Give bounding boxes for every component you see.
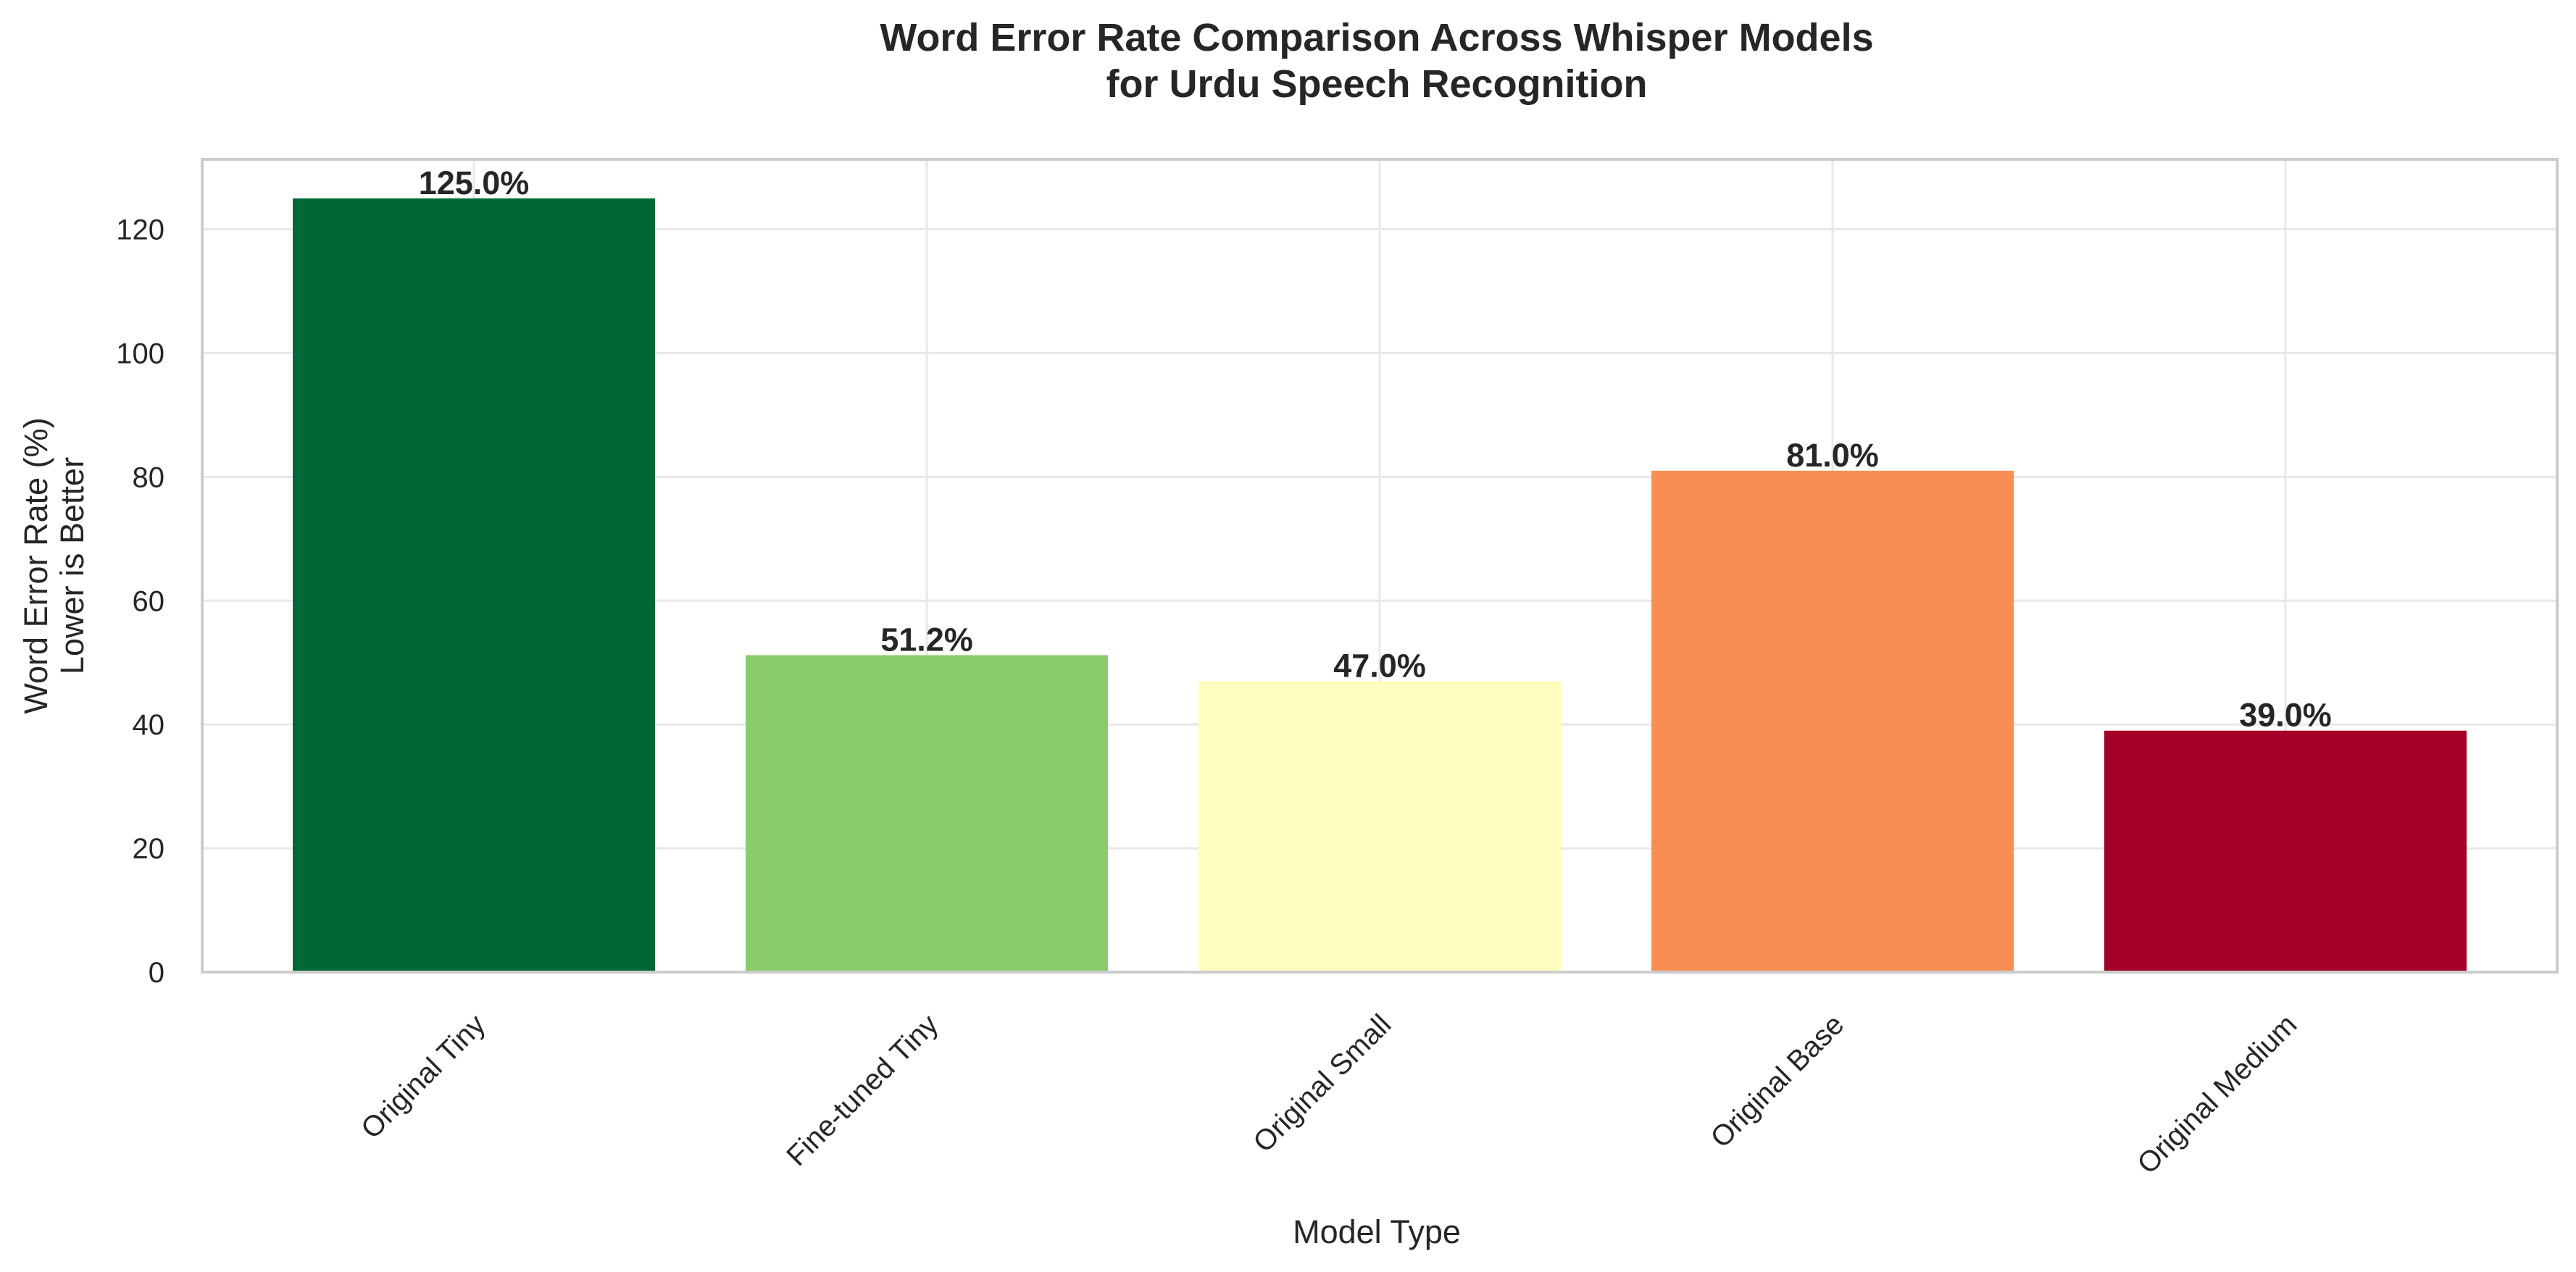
bar-original-tiny <box>293 198 655 973</box>
bar-value-label: 39.0% <box>2239 697 2332 734</box>
bar-value-label: 81.0% <box>1786 437 1879 474</box>
bar-original-base <box>1651 470 2014 972</box>
bar-value-label: 51.2% <box>880 621 973 658</box>
y-axis-label-line-2: Lower is Better <box>54 457 91 674</box>
bar-value-labels: 125.0% 51.2% 47.0% 81.0% 39.0% <box>419 164 2332 734</box>
y-tick-label: 80 <box>133 461 165 493</box>
y-tick-label: 20 <box>133 833 165 865</box>
bar-fine-tuned-tiny <box>746 655 1108 972</box>
y-tick-label: 40 <box>133 709 165 741</box>
y-tick-label: 60 <box>133 585 165 617</box>
y-tick-label: 120 <box>116 214 164 246</box>
bar-original-small <box>1199 681 1561 972</box>
bar-original-medium <box>2104 730 2467 972</box>
bars <box>293 198 2467 973</box>
chart-title: Word Error Rate Comparison Across Whispe… <box>880 16 1873 59</box>
chart-subtitle: for Urdu Speech Recognition <box>1106 62 1647 106</box>
y-axis-label-line-1: Word Error Rate (%) <box>17 417 54 714</box>
bar-value-label: 125.0% <box>419 164 530 201</box>
x-axis-label: Model Type <box>1293 1213 1461 1250</box>
y-tick-label: 0 <box>149 957 164 989</box>
y-axis-ticks: 0 20 40 60 80 100 120 <box>116 214 164 989</box>
plot-frame <box>201 158 2559 974</box>
y-axis-label: Word Error Rate (%) Lower is Better <box>17 417 91 714</box>
y-tick-label: 100 <box>116 338 164 369</box>
bar-value-label: 47.0% <box>1333 647 1426 684</box>
